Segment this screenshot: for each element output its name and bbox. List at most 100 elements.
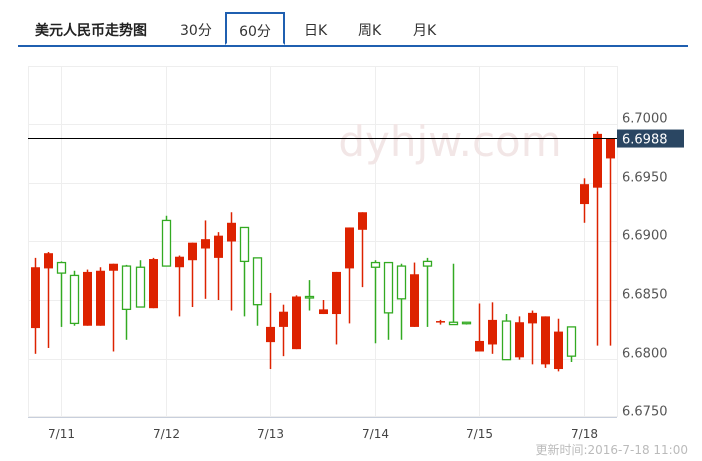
candle-body — [488, 319, 497, 345]
candle-body — [345, 227, 354, 269]
candle — [292, 295, 301, 350]
x-tick-label: 7/12 — [153, 427, 180, 441]
candle-body — [31, 267, 40, 329]
tab-monthly[interactable]: 月K — [413, 23, 437, 39]
y-tick-label: 6.6900 — [622, 229, 668, 244]
candle — [475, 303, 484, 352]
update-time: 更新时间:2016-7-18 11:00 — [535, 443, 688, 457]
candle-body — [383, 261, 394, 314]
candle-body — [358, 212, 367, 230]
candle — [345, 227, 354, 324]
candle-body — [96, 270, 105, 326]
candle — [396, 263, 407, 340]
candle-body — [239, 226, 250, 263]
candle-body — [541, 316, 550, 365]
candle — [554, 318, 563, 372]
candle-body — [266, 326, 275, 343]
candle-body — [56, 261, 67, 274]
y-tick-label: 6.6950 — [622, 171, 668, 186]
candle — [515, 316, 524, 360]
candle-body — [410, 274, 419, 327]
candle — [214, 232, 223, 300]
candle — [175, 255, 184, 317]
candle — [161, 215, 172, 267]
x-tick-label: 7/18 — [571, 427, 598, 441]
candle — [410, 262, 419, 327]
candle — [501, 314, 512, 361]
candle-body — [149, 259, 158, 309]
candle-body — [201, 239, 210, 249]
candle — [252, 257, 263, 326]
candle-body — [109, 263, 118, 271]
candle-body — [175, 256, 184, 268]
y-tick-label: 6.7000 — [622, 112, 668, 127]
candle-body — [566, 326, 577, 357]
candle — [56, 261, 67, 327]
x-tick-label: 7/15 — [466, 427, 493, 441]
candle — [319, 300, 328, 315]
candle-body — [44, 253, 53, 269]
tab-30min[interactable]: 30分 — [180, 23, 212, 39]
candle — [304, 280, 315, 311]
candle-body — [252, 257, 263, 306]
candle-body — [580, 184, 589, 205]
candle-body — [606, 138, 615, 159]
candle — [580, 178, 589, 223]
candle-body — [304, 295, 315, 299]
candle — [279, 304, 288, 357]
y-tick-label: 6.6750 — [622, 405, 668, 420]
candle-body — [227, 222, 236, 242]
candle — [239, 226, 250, 317]
x-tick-label: 7/11 — [48, 427, 75, 441]
candle-body — [161, 219, 172, 267]
candle-body — [554, 331, 563, 370]
candle-body — [279, 311, 288, 327]
candle-body — [422, 260, 433, 267]
candle-body — [461, 321, 472, 325]
tab-bar: 美元人民币走势图 30分 60分 日K 周K 月K — [18, 0, 688, 47]
tab-daily[interactable]: 日K — [304, 23, 328, 39]
candle — [566, 326, 577, 363]
candle-body — [135, 266, 146, 308]
candle-body — [69, 274, 80, 325]
candle — [83, 269, 92, 326]
candle-body — [121, 265, 132, 311]
candle-body — [292, 296, 301, 350]
candle — [44, 252, 53, 348]
candle — [135, 260, 146, 308]
candle — [358, 212, 367, 288]
chart-title: 美元人民币走势图 — [35, 23, 147, 39]
y-tick-label: 6.6800 — [622, 347, 668, 362]
candle-body — [593, 133, 602, 188]
candle — [461, 321, 472, 325]
candle — [448, 263, 459, 326]
candle-body — [370, 261, 381, 268]
axis-labels: 6.6750 6.6800 6.6850 6.6900 6.6950 6.7000 7/11… — [28, 112, 684, 441]
candle-body — [332, 271, 341, 315]
candle-body — [319, 309, 328, 315]
candle-body — [528, 312, 537, 324]
candle — [422, 257, 433, 327]
current-price-label: 6.6988 — [622, 133, 668, 148]
candle — [121, 264, 132, 340]
candle-body — [501, 320, 512, 361]
candle — [201, 220, 210, 299]
candle — [96, 267, 105, 326]
candle-body — [83, 271, 92, 326]
candle-body — [448, 321, 459, 326]
current-price-badge — [617, 129, 684, 148]
candle-body — [475, 340, 484, 352]
candle — [69, 270, 80, 326]
x-tick-label: 7/13 — [257, 427, 284, 441]
candle — [488, 302, 497, 354]
candle — [541, 316, 550, 368]
candle — [227, 212, 236, 311]
candle — [109, 263, 118, 352]
candle — [436, 319, 445, 325]
candle — [606, 138, 615, 346]
candle — [383, 261, 394, 340]
tab-60min[interactable]: 60分 — [225, 12, 285, 45]
y-tick-label: 6.6850 — [622, 288, 668, 303]
tab-weekly[interactable]: 周K — [358, 23, 382, 39]
